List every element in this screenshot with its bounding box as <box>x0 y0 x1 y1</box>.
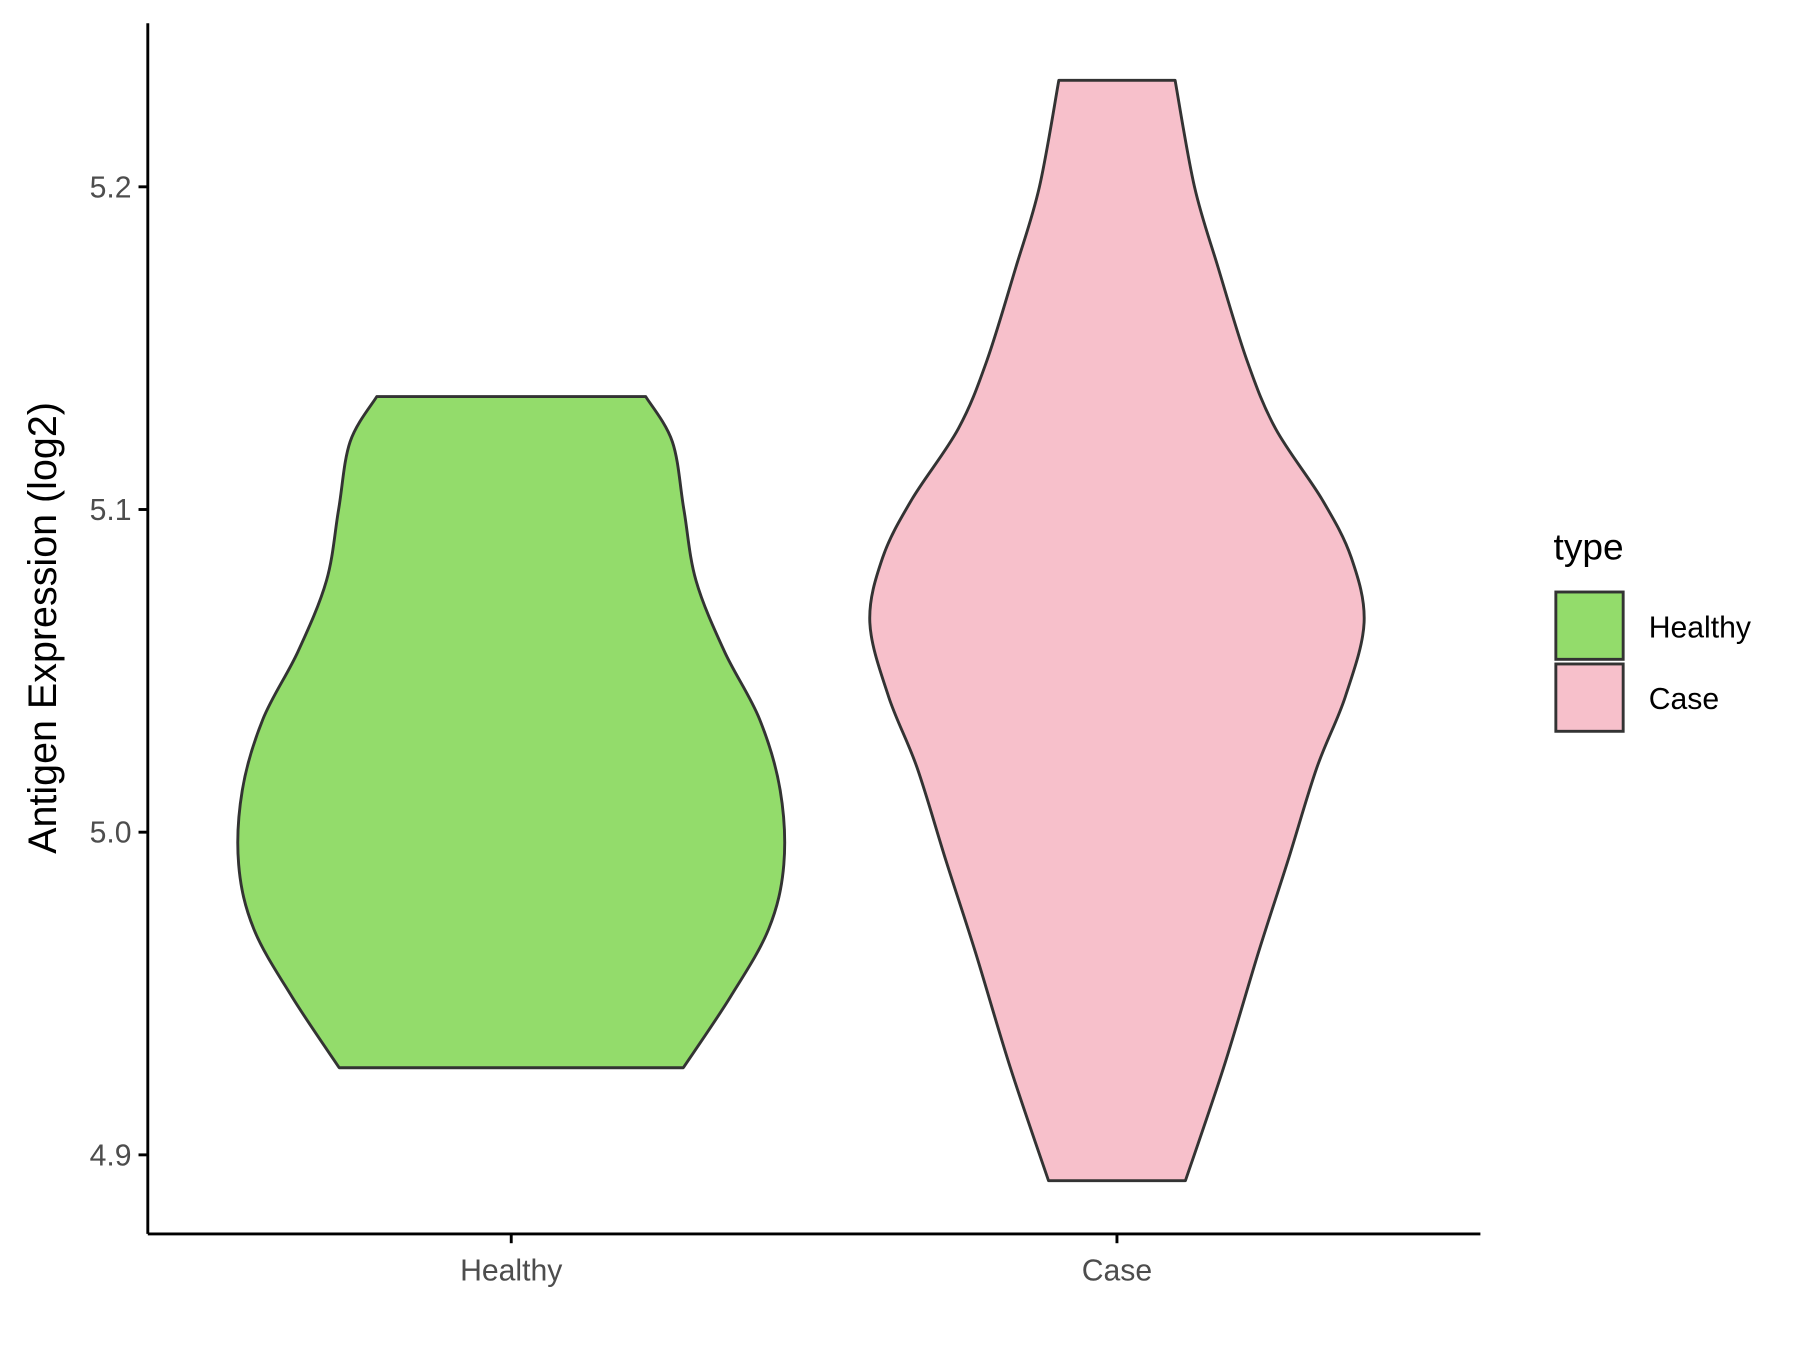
legend-title: type <box>1554 526 1624 568</box>
legend-label: Healthy <box>1649 611 1752 644</box>
x-tick-label: Healthy <box>460 1254 563 1287</box>
y-tick-label: 4.9 <box>90 1139 132 1172</box>
x-tick-label: Case <box>1082 1254 1152 1287</box>
y-tick-label: 5.0 <box>90 817 132 850</box>
violin <box>236 395 787 1070</box>
y-tick-label: 5.2 <box>90 171 132 204</box>
legend-label: Case <box>1649 683 1719 716</box>
legend-swatch <box>1554 662 1625 733</box>
legend-swatch <box>1554 590 1625 661</box>
y-axis-label: Antigen Expression (log2) <box>21 402 65 854</box>
y-tick-label: 5.1 <box>90 494 132 527</box>
violin <box>868 78 1366 1183</box>
